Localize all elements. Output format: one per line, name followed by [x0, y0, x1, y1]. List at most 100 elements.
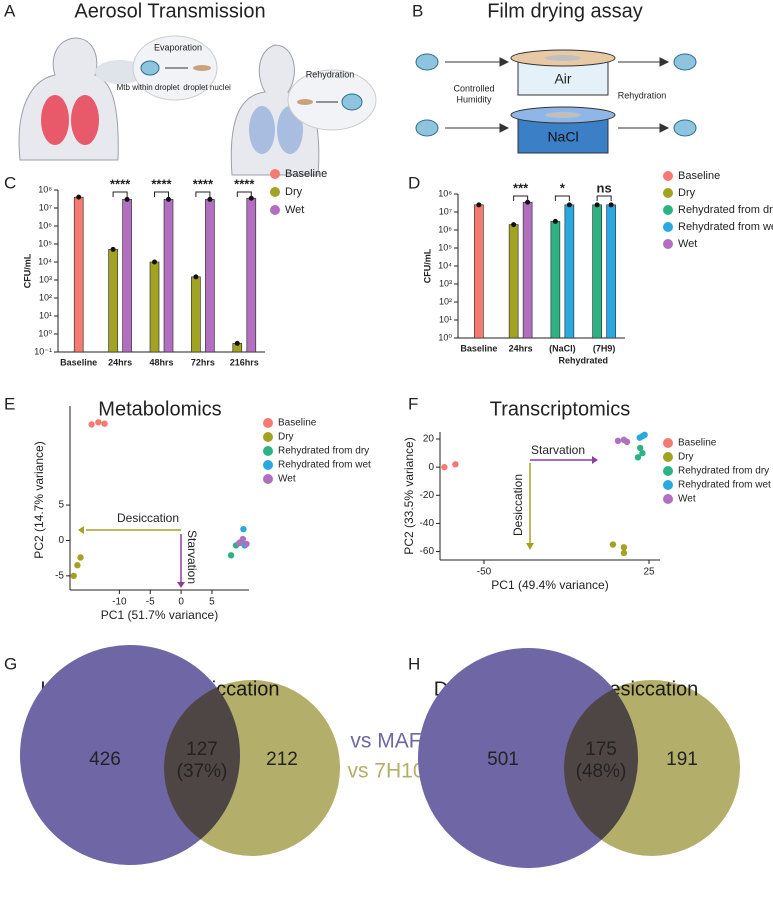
legend-label: Rehydrated from wet [278, 460, 371, 471]
legend-swatch [663, 480, 673, 490]
y-tick-label: 10⁶ [38, 220, 52, 230]
significance-bracket [112, 191, 128, 197]
legend-label: Wet [678, 238, 697, 250]
point [70, 572, 77, 580]
legend-label: Dry [678, 452, 694, 463]
point [235, 540, 243, 547]
panel-letter: E [4, 394, 15, 413]
y-tick-label: 20 [423, 434, 435, 445]
panel-letter: B [412, 1, 423, 20]
significance-label: **** [151, 176, 172, 191]
y-tick-label: 10⁵ [38, 238, 52, 248]
x-axis-label: PC1 (51.7% variance) [101, 608, 218, 622]
x-tick-label: (NaCl) [549, 343, 576, 353]
illustration [415, 49, 697, 154]
point [101, 420, 108, 427]
set-circle [164, 680, 340, 856]
panel-letter: H [408, 654, 420, 673]
bar-top-point [124, 196, 130, 202]
x-tick-label: -10 [112, 597, 127, 608]
legend-swatch [270, 205, 280, 215]
x-tick-label: 5 [209, 597, 215, 608]
significance-label: **** [234, 176, 255, 191]
bar [73, 196, 84, 353]
legend-swatch [663, 494, 673, 504]
point [239, 535, 247, 543]
bar-top-point [511, 222, 517, 228]
chart-title: Metabolomics [98, 398, 221, 420]
bar [508, 224, 519, 339]
x-tick-label: 0 [178, 597, 184, 608]
point [243, 540, 250, 548]
point [639, 433, 646, 440]
significance-label: *** [513, 180, 529, 195]
diagram-label: Rehydration [306, 69, 355, 79]
legend-swatch [663, 466, 673, 476]
significance-bracket [596, 195, 612, 201]
annotation: Desiccation [117, 511, 179, 525]
bar [592, 204, 602, 339]
y-tick-label: 10¹ [439, 314, 452, 324]
x-tick-label: 72hrs [191, 357, 215, 367]
legend-swatch [663, 171, 673, 181]
point [441, 463, 448, 471]
overlap-count: 175 [585, 739, 617, 760]
diagram-label: NaCl [547, 129, 578, 145]
x-tick-label: Baseline [60, 357, 97, 367]
legend-swatch [663, 438, 673, 448]
diagram-label: Evaporation [154, 42, 202, 52]
bar [122, 199, 132, 353]
bar [163, 199, 174, 353]
y-tick-label: 10⁴ [38, 256, 52, 266]
bar [108, 249, 118, 353]
panel-letter: G [4, 654, 17, 673]
significance-label: **** [193, 176, 214, 191]
y-tick-label: 10³ [39, 274, 52, 284]
panel-title: Film drying assay [487, 0, 643, 22]
legend-label: Baseline [278, 418, 317, 429]
bar [149, 261, 160, 353]
y-tick-label: -60 [420, 546, 435, 557]
y-tick-label: 0 [428, 462, 434, 473]
annotation: Desiccation [511, 474, 525, 536]
legend-label: Baseline [678, 170, 720, 182]
y-axis-label: PC2 (33.5% variance) [402, 437, 416, 554]
point [620, 549, 628, 557]
y-tick-label: 10³ [439, 278, 452, 288]
point [614, 437, 622, 445]
legend-label: vs MAF [350, 730, 421, 753]
significance-bracket [554, 195, 570, 201]
y-tick-label: 10⁰ [38, 328, 52, 338]
point [623, 438, 631, 446]
bar [564, 204, 575, 339]
point [637, 444, 644, 452]
panel-title: Aerosol Transmission [74, 0, 265, 22]
legend-label: Dry [278, 432, 294, 443]
illustration [18, 35, 377, 176]
x-tick-label: -5 [146, 597, 155, 608]
set-circle [564, 680, 740, 856]
legend-label: Baseline [285, 168, 327, 180]
panel-letter: A [4, 1, 16, 20]
y-tick-label: 0 [58, 535, 64, 546]
bar-top-point [594, 202, 600, 208]
legend-swatch [663, 452, 673, 462]
legend-swatch [263, 460, 273, 470]
y-axis-label: CFU/mL [22, 253, 32, 288]
x-tick-label: 25 [643, 567, 655, 578]
pca-arrows [78, 456, 598, 588]
bar-top-point [166, 196, 171, 202]
legend-label: Rehydrated from wet [678, 221, 773, 233]
bar [522, 201, 533, 339]
overlap-share: (37%) [177, 761, 228, 782]
legend-swatch [270, 187, 280, 197]
bar-top-point [76, 194, 82, 200]
y-tick-label: 10⁷ [39, 202, 52, 212]
diagram-label: Air [554, 71, 571, 87]
x-tick-label: 48hrs [149, 357, 173, 367]
bar [205, 199, 215, 353]
x-tick-label: 216hrs [230, 357, 259, 367]
point [639, 449, 646, 457]
diagram-label: droplet nuclei [183, 83, 231, 92]
